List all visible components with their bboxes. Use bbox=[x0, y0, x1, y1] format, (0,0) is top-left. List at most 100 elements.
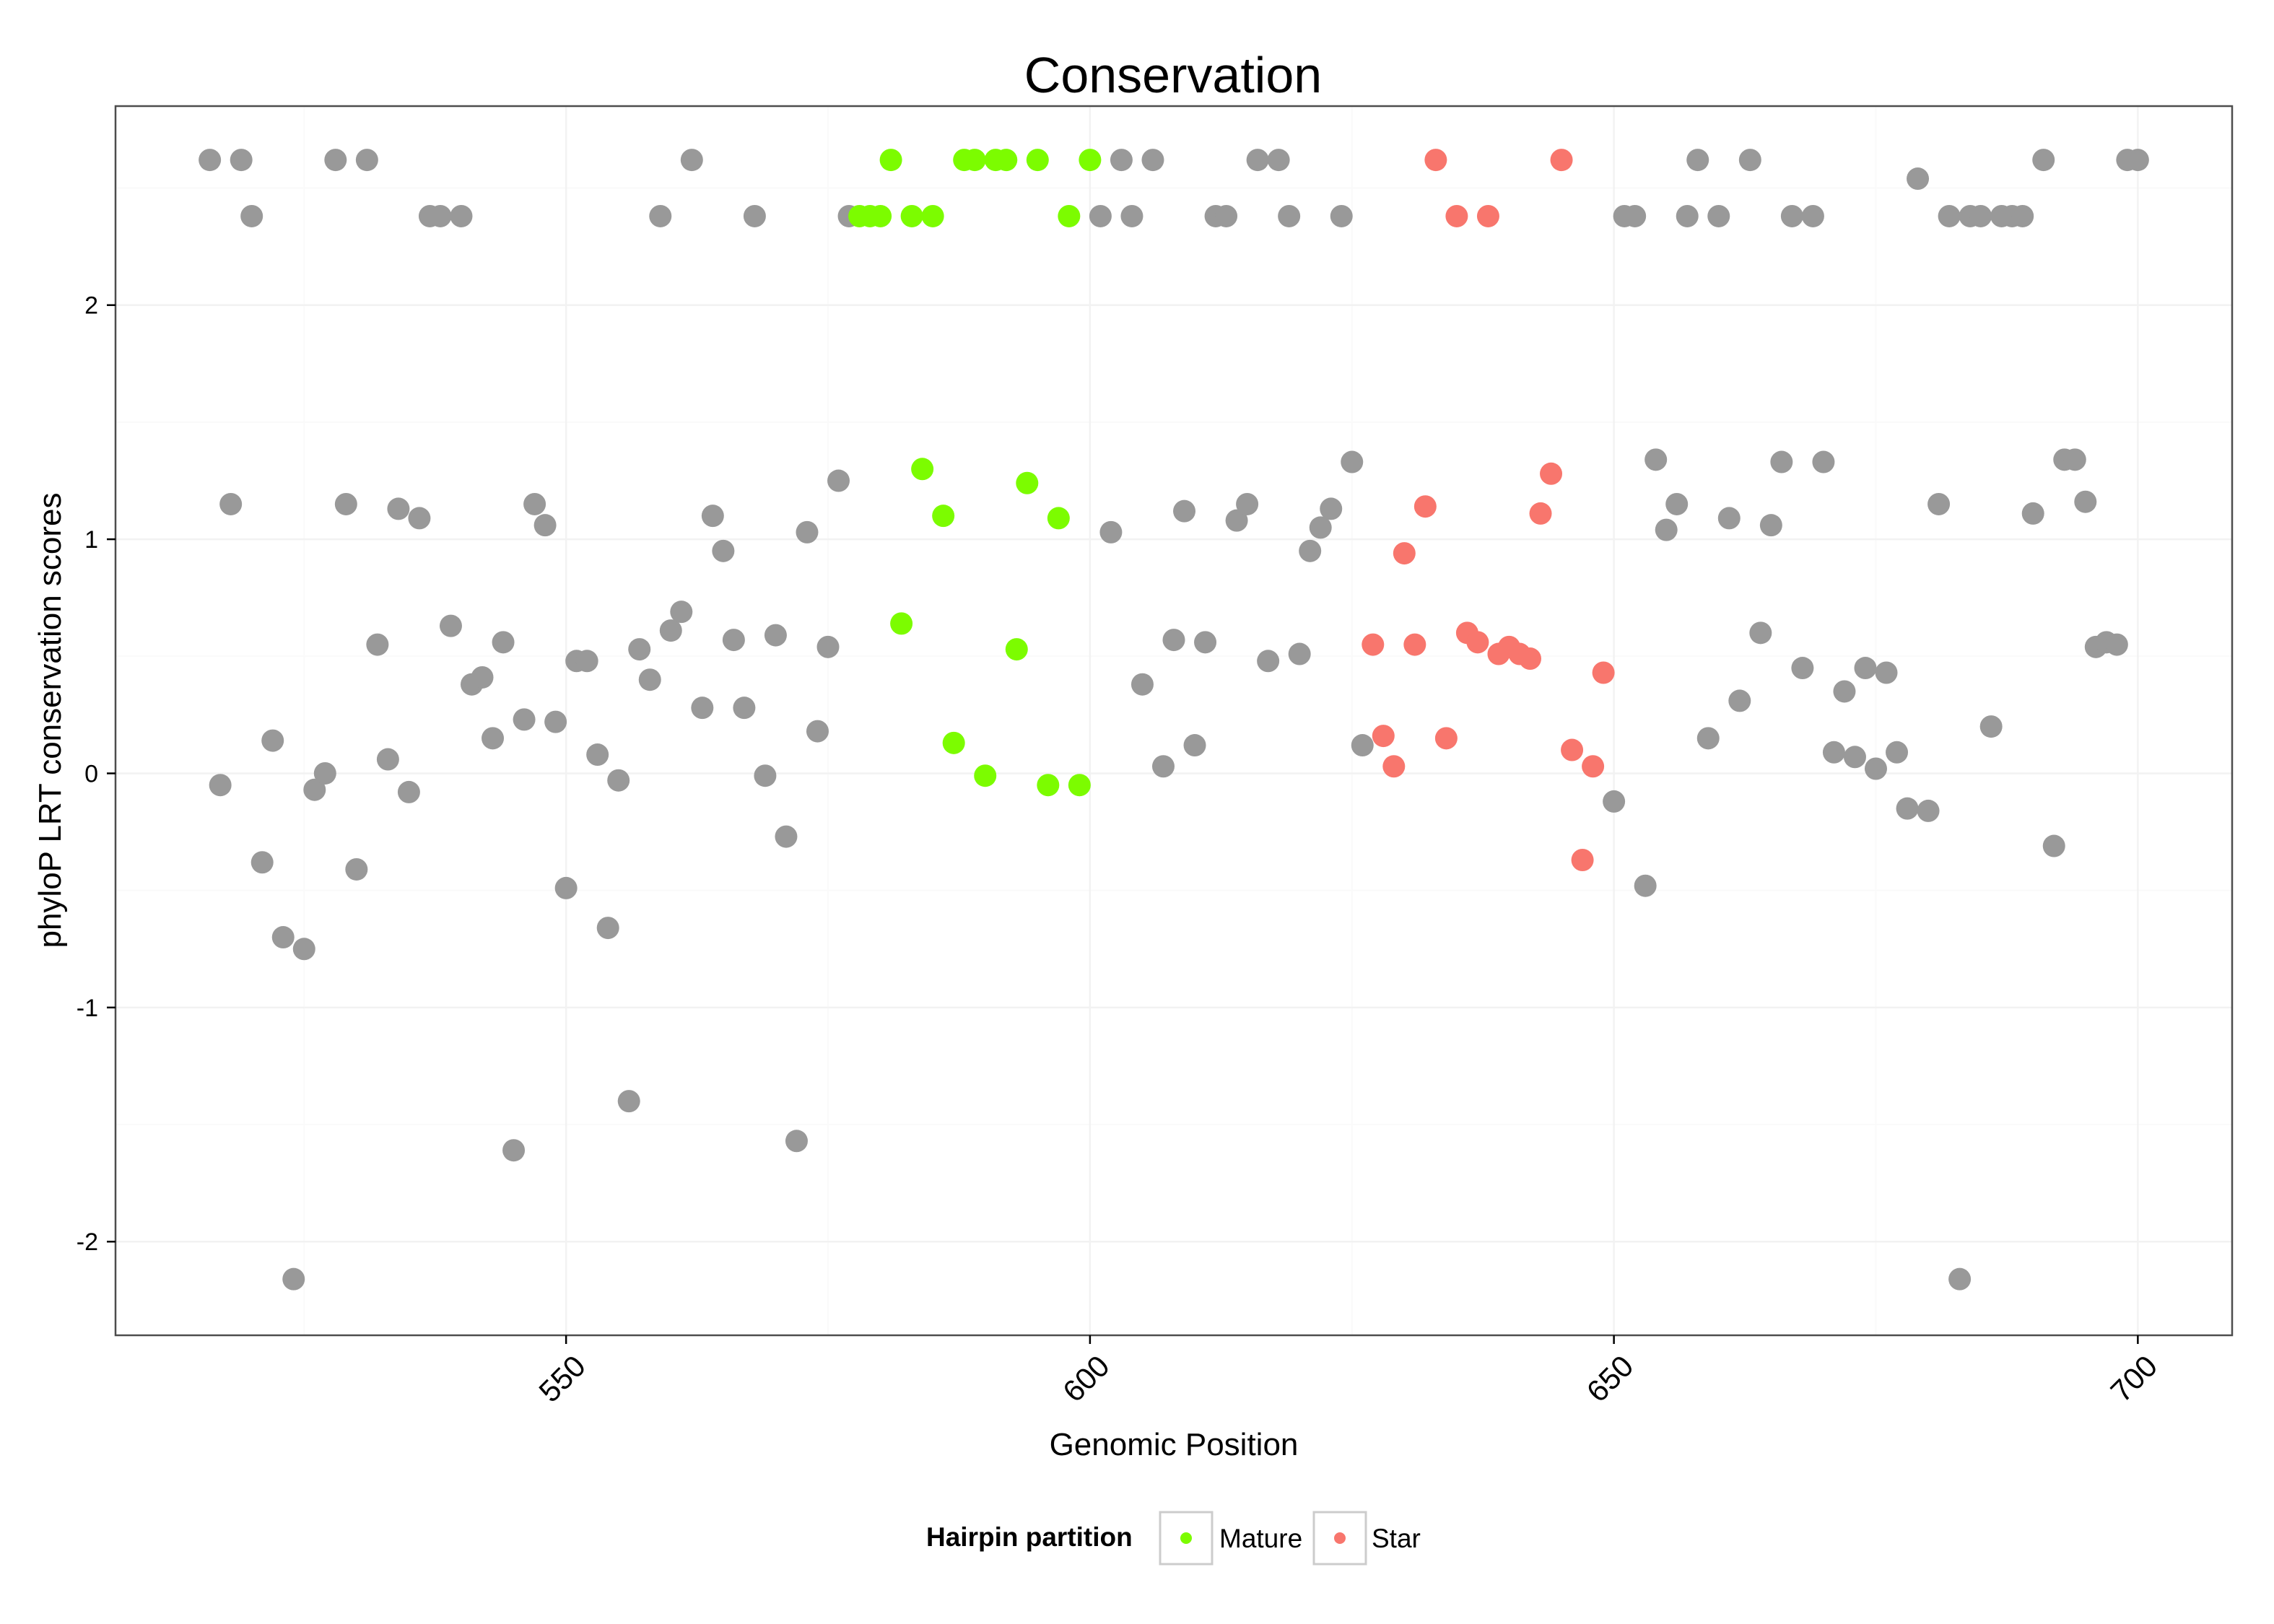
point-other bbox=[743, 204, 766, 227]
point-star bbox=[1424, 149, 1447, 172]
point-other bbox=[1801, 204, 1824, 227]
point-other bbox=[2105, 633, 2128, 656]
point-star bbox=[1466, 631, 1489, 654]
point-other bbox=[712, 539, 735, 562]
point-other bbox=[1110, 149, 1133, 172]
point-other bbox=[775, 825, 798, 848]
point-star bbox=[1445, 204, 1468, 227]
point-other bbox=[513, 708, 536, 731]
point-other bbox=[271, 926, 295, 949]
point-other bbox=[251, 851, 274, 874]
point-other bbox=[1246, 149, 1269, 172]
legend-label-mature: Mature bbox=[1219, 1524, 1302, 1553]
point-other bbox=[806, 720, 829, 743]
point-star bbox=[1476, 204, 1499, 227]
point-other bbox=[1738, 149, 1761, 172]
point-mature bbox=[942, 731, 965, 754]
point-other bbox=[1624, 204, 1647, 227]
point-other bbox=[2032, 149, 2055, 172]
point-star bbox=[1519, 647, 1542, 671]
point-other bbox=[1099, 520, 1123, 543]
point-other bbox=[1257, 650, 1280, 673]
point-other bbox=[1886, 741, 1909, 764]
point-other bbox=[439, 614, 462, 637]
point-other bbox=[754, 764, 777, 787]
point-other bbox=[450, 204, 473, 227]
y-tick-label: -2 bbox=[77, 1228, 98, 1256]
point-other bbox=[1854, 657, 1877, 680]
point-other bbox=[199, 149, 222, 172]
point-other bbox=[334, 492, 357, 515]
point-star bbox=[1372, 725, 1395, 748]
point-mature bbox=[879, 149, 902, 172]
point-other bbox=[1120, 204, 1143, 227]
point-other bbox=[586, 743, 609, 767]
point-other bbox=[1759, 514, 1782, 537]
point-other bbox=[1843, 746, 1866, 769]
point-other bbox=[596, 917, 619, 940]
point-other bbox=[628, 638, 651, 661]
point-star bbox=[1382, 755, 1406, 778]
point-mature bbox=[900, 204, 923, 227]
point-mature bbox=[1005, 638, 1028, 661]
point-other bbox=[1665, 492, 1689, 515]
point-other bbox=[523, 492, 546, 515]
point-other bbox=[1770, 450, 1793, 473]
point-mature bbox=[890, 612, 913, 635]
point-other bbox=[1875, 661, 1898, 684]
point-other bbox=[1299, 539, 1322, 562]
point-other bbox=[482, 727, 505, 750]
point-other bbox=[408, 507, 431, 530]
point-other bbox=[1644, 448, 1668, 471]
point-star bbox=[1529, 502, 1552, 525]
point-other bbox=[617, 1090, 640, 1113]
point-other bbox=[1707, 204, 1730, 227]
point-mature bbox=[911, 458, 934, 481]
point-other bbox=[1131, 673, 1154, 696]
point-other bbox=[397, 780, 420, 803]
point-other bbox=[554, 876, 578, 899]
point-other bbox=[533, 514, 557, 537]
point-other bbox=[345, 857, 368, 881]
point-other bbox=[638, 668, 661, 691]
point-mature bbox=[1047, 507, 1070, 530]
chart-title: Conservation bbox=[1024, 47, 1322, 103]
point-other bbox=[1215, 204, 1238, 227]
point-other bbox=[2063, 448, 2086, 471]
point-other bbox=[1330, 204, 1353, 227]
point-other bbox=[1341, 450, 1364, 473]
point-other bbox=[722, 629, 745, 652]
point-other bbox=[292, 938, 315, 961]
point-other bbox=[303, 778, 326, 801]
point-other bbox=[492, 631, 515, 654]
point-other bbox=[387, 497, 410, 520]
point-other bbox=[1676, 204, 1699, 227]
point-other bbox=[1979, 715, 2003, 738]
point-other bbox=[376, 748, 399, 771]
point-other bbox=[816, 635, 840, 658]
point-other bbox=[1267, 149, 1290, 172]
point-other bbox=[1173, 499, 1196, 523]
point-other bbox=[649, 204, 672, 227]
point-other bbox=[796, 520, 819, 543]
point-other bbox=[1225, 509, 1248, 532]
point-other bbox=[1791, 657, 1814, 680]
y-tick-label: 2 bbox=[84, 292, 98, 320]
point-other bbox=[1717, 507, 1741, 530]
plot-panel-border bbox=[114, 105, 2234, 1337]
y-tick-label: -1 bbox=[77, 995, 98, 1022]
point-other bbox=[544, 710, 567, 733]
point-other bbox=[209, 774, 232, 797]
legend: Hairpin partition Mature Star bbox=[926, 1511, 1421, 1566]
point-other bbox=[1749, 621, 1772, 645]
point-other bbox=[1278, 204, 1301, 227]
point-star bbox=[1582, 755, 1605, 778]
x-axis-label: Genomic Position bbox=[1050, 1427, 1299, 1462]
point-other bbox=[680, 149, 703, 172]
point-star bbox=[1393, 542, 1416, 565]
point-other bbox=[1603, 790, 1626, 813]
point-mature bbox=[1068, 774, 1091, 797]
point-other bbox=[324, 149, 347, 172]
point-other bbox=[2126, 149, 2149, 172]
